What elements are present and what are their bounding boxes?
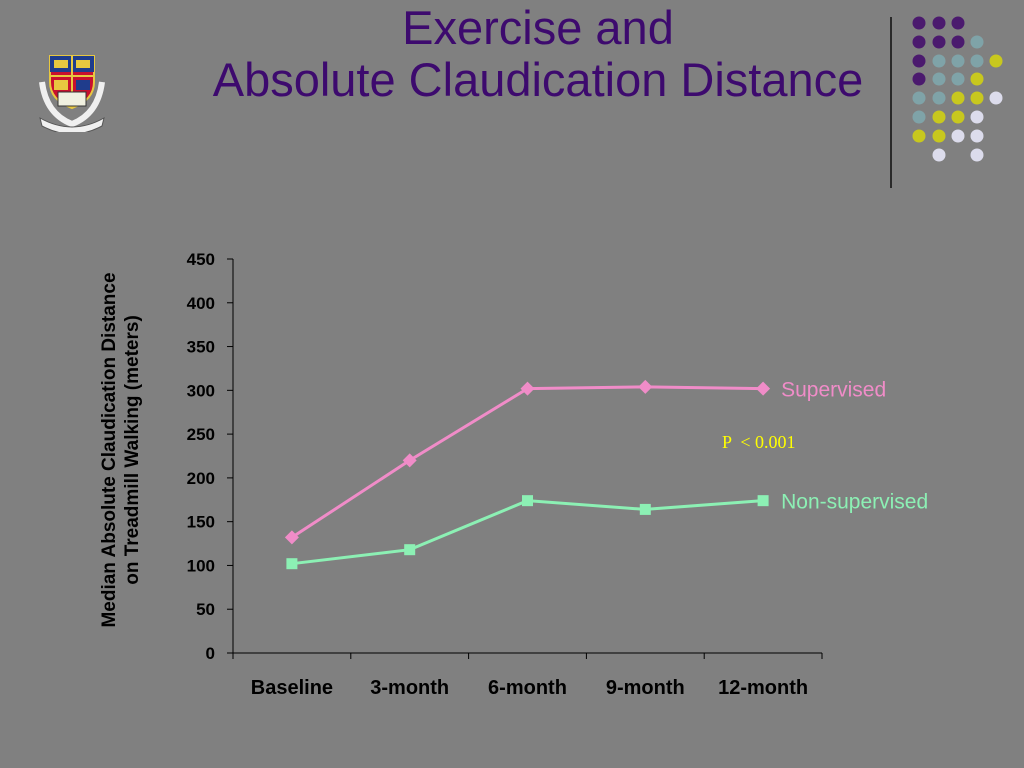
- series-label: Non-supervised: [781, 491, 928, 514]
- slide-title: Exercise and Absolute Claudication Dista…: [100, 2, 976, 106]
- p-value-annotation: P < 0.001: [722, 432, 796, 452]
- y-tick-label: 0: [206, 644, 215, 663]
- data-point-diamond: [284, 530, 299, 545]
- x-tick-label: 3-month: [370, 677, 449, 699]
- divider-line: [890, 17, 892, 188]
- y-axis-label: Median Absolute Claudication Distance on…: [98, 272, 144, 627]
- decorative-dot: [970, 110, 984, 124]
- y-tick-label: 450: [187, 250, 215, 269]
- decorative-dot: [912, 54, 926, 68]
- decorative-dot: [951, 110, 965, 124]
- coat-of-arms-logo: [39, 55, 105, 132]
- decorative-dot: [951, 91, 965, 105]
- y-tick-label: 200: [187, 469, 215, 488]
- data-point-square: [522, 495, 533, 507]
- y-tick-label: 300: [187, 381, 215, 400]
- x-tick-label: 6-month: [488, 677, 567, 699]
- data-point-square: [757, 495, 769, 507]
- decorative-dot: [989, 91, 1003, 105]
- decorative-dot: [932, 91, 946, 105]
- decorative-dot: [932, 72, 946, 86]
- y-tick-label: 350: [187, 338, 215, 357]
- decorative-dot: [932, 54, 946, 68]
- data-point-diamond: [402, 453, 417, 468]
- decorative-dot: [932, 148, 946, 162]
- decorative-dot: [970, 72, 984, 86]
- y-tick-label: 400: [187, 294, 215, 313]
- decorative-dot: [951, 35, 965, 49]
- y-tick-label: 150: [187, 513, 215, 532]
- data-point-diamond: [756, 381, 771, 396]
- decorative-dot: [951, 54, 965, 68]
- decorative-dot: [951, 129, 965, 143]
- decorative-dot: [932, 129, 946, 143]
- x-tick-label: 9-month: [606, 677, 685, 699]
- decorative-dot: [970, 35, 984, 49]
- title-line-1: Exercise and: [402, 1, 674, 54]
- y-tick-label: 100: [187, 556, 215, 575]
- decorative-dot: [951, 16, 965, 30]
- decorative-dot: [970, 148, 984, 162]
- decorative-dot: [912, 91, 926, 105]
- series-label: Supervised: [781, 379, 886, 402]
- x-tick-label: 12-month: [718, 677, 808, 699]
- decorative-dot: [951, 72, 965, 86]
- decorative-dot: [932, 35, 946, 49]
- y-axis-label-line-2: on Treadmill Walking (meters): [122, 315, 143, 585]
- decorative-dot: [970, 129, 984, 143]
- decorative-dot: [912, 16, 926, 30]
- decorative-dot-grid: [912, 16, 1003, 162]
- decorative-dot: [932, 16, 946, 30]
- decorative-dot: [970, 54, 984, 68]
- series-line: [291, 385, 764, 539]
- y-tick-label: 50: [196, 600, 215, 619]
- title-line-2: Absolute Claudication Distance: [212, 53, 864, 106]
- data-point-square: [639, 503, 651, 515]
- decorative-dot: [912, 35, 926, 49]
- data-point-square: [286, 558, 298, 570]
- x-tick-label: Baseline: [251, 677, 333, 699]
- decorative-dot: [989, 54, 1003, 68]
- y-axis-label-line-1: Median Absolute Claudication Distance: [99, 272, 120, 628]
- y-tick-label: 250: [187, 425, 215, 444]
- data-point-diamond: [520, 381, 535, 396]
- data-point-diamond: [638, 379, 653, 394]
- decorative-dot: [912, 72, 926, 86]
- decorative-dot: [970, 91, 984, 105]
- decorative-dot: [912, 129, 926, 143]
- data-point-square: [404, 544, 416, 556]
- decorative-dot: [912, 110, 926, 124]
- series-line: [291, 499, 764, 566]
- decorative-dot: [932, 110, 946, 124]
